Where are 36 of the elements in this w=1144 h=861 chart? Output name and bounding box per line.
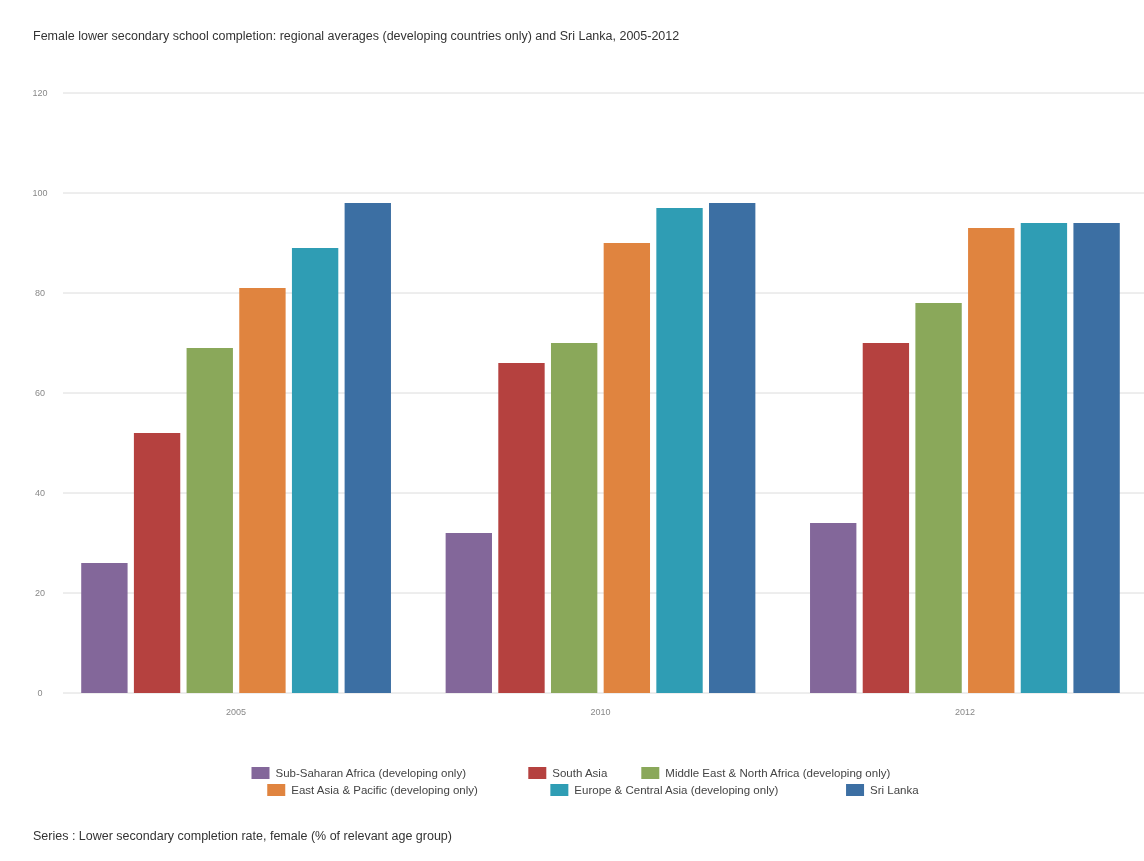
legend-label: Sub-Saharan Africa (developing only): [275, 767, 467, 780]
bar: [1073, 223, 1120, 693]
y-tick-label: 20: [34, 588, 46, 599]
x-tick-label: 2010: [590, 707, 611, 717]
y-tick-label: 120: [32, 88, 48, 99]
bar: [81, 563, 128, 693]
bar: [445, 533, 492, 693]
bar: [603, 243, 651, 693]
bar: [133, 433, 181, 693]
bar: [498, 363, 545, 693]
legend-label: Sri Lanka: [870, 784, 920, 797]
bar: [709, 203, 756, 693]
bar: [291, 248, 339, 693]
legend-label: Middle East & North Africa (developing only): [665, 767, 891, 780]
legend-label: South Asia: [552, 767, 608, 780]
legend-label: Europe & Central Asia (developing only): [574, 784, 779, 797]
bar: [862, 343, 910, 693]
bar: [656, 208, 703, 693]
text: Series : Lower secondary completion rate, female (% of relevant age group): [33, 829, 452, 843]
bar: [968, 228, 1015, 693]
bar: [915, 303, 962, 693]
bar: [186, 348, 233, 693]
x-tick-label: 2005: [226, 707, 247, 717]
y-tick-label: 40: [34, 488, 46, 499]
y-tick-label: 100: [32, 188, 48, 199]
legend-label: East Asia & Pacific (developing only): [291, 784, 479, 797]
y-tick-label: 60: [34, 388, 46, 399]
y-tick-label: 80: [34, 288, 46, 299]
bar: [810, 523, 857, 693]
y-tick-label: 0: [37, 688, 43, 699]
bar: [239, 288, 286, 693]
x-tick-label: 2012: [954, 707, 975, 717]
bar: [550, 343, 598, 693]
bar: [344, 203, 391, 693]
chart-title: Female lower secondary school completion: regional averages (developing countries only) and Sri Lanka, 2005-2012: [33, 29, 680, 43]
bar: [1020, 223, 1068, 693]
